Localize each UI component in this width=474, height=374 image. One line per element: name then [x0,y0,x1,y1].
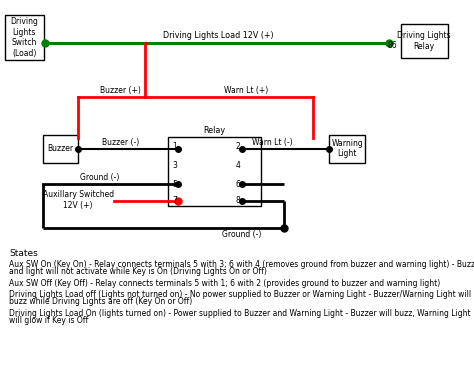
Bar [329,135,365,163]
Text: Relay: Relay [203,126,226,135]
Text: Warning
Light: Warning Light [331,139,363,158]
Text: and light will not activate while Key is On (Driving Lights On or Off): and light will not activate while Key is… [9,267,267,276]
Text: 2: 2 [236,142,240,151]
Bar [401,24,448,58]
Text: Buzzer (-): Buzzer (-) [102,138,139,147]
Text: Auxillary Switched
12V (+): Auxillary Switched 12V (+) [43,190,114,210]
Text: Aux SW On (Key On) - Relay connects terminals 5 with 3; 6 with 4 (removes ground: Aux SW On (Key On) - Relay connects term… [9,260,474,269]
Text: States: States [9,249,38,258]
Text: 4: 4 [236,161,240,170]
Text: Ground (-): Ground (-) [222,230,262,239]
Text: 8: 8 [236,196,240,205]
Text: Ground (-): Ground (-) [80,173,119,182]
Text: Aux SW Off (Key Off) - Relay connects terminals 5 with 1; 6 with 2 (provides gro: Aux SW Off (Key Off) - Relay connects te… [9,279,441,288]
Text: Warn Lt (-): Warn Lt (-) [252,138,293,147]
Text: Driving Lights Load 12V (+): Driving Lights Load 12V (+) [163,31,273,40]
Text: buzz while Driving Lights are off (Key On or Off): buzz while Driving Lights are off (Key O… [9,297,193,306]
Text: Warn Lt (+): Warn Lt (+) [224,86,269,95]
Text: Driving
Lights
Switch
(Load): Driving Lights Switch (Load) [10,17,38,58]
Text: will glow if Key is Off: will glow if Key is Off [9,316,89,325]
Text: Driving Lights Load off (Lights not turned on) - No power supplied to Buzzer or : Driving Lights Load off (Lights not turn… [9,290,474,299]
Text: Driving Lights Load On (lights turned on) - Power supplied to Buzzer and Warning: Driving Lights Load On (lights turned on… [9,309,471,318]
Text: Buzzer: Buzzer [47,144,73,153]
Bar [43,135,78,163]
Text: 7: 7 [172,196,177,205]
Text: 1: 1 [172,142,177,151]
Text: 3: 3 [172,161,177,170]
Text: 86: 86 [388,41,397,50]
Bar [5,15,44,60]
Text: Driving Lights
Relay: Driving Lights Relay [397,31,451,51]
Text: 5: 5 [172,180,177,188]
Text: 6: 6 [236,180,240,188]
Text: Buzzer (+): Buzzer (+) [100,86,141,95]
Bar [168,137,261,206]
